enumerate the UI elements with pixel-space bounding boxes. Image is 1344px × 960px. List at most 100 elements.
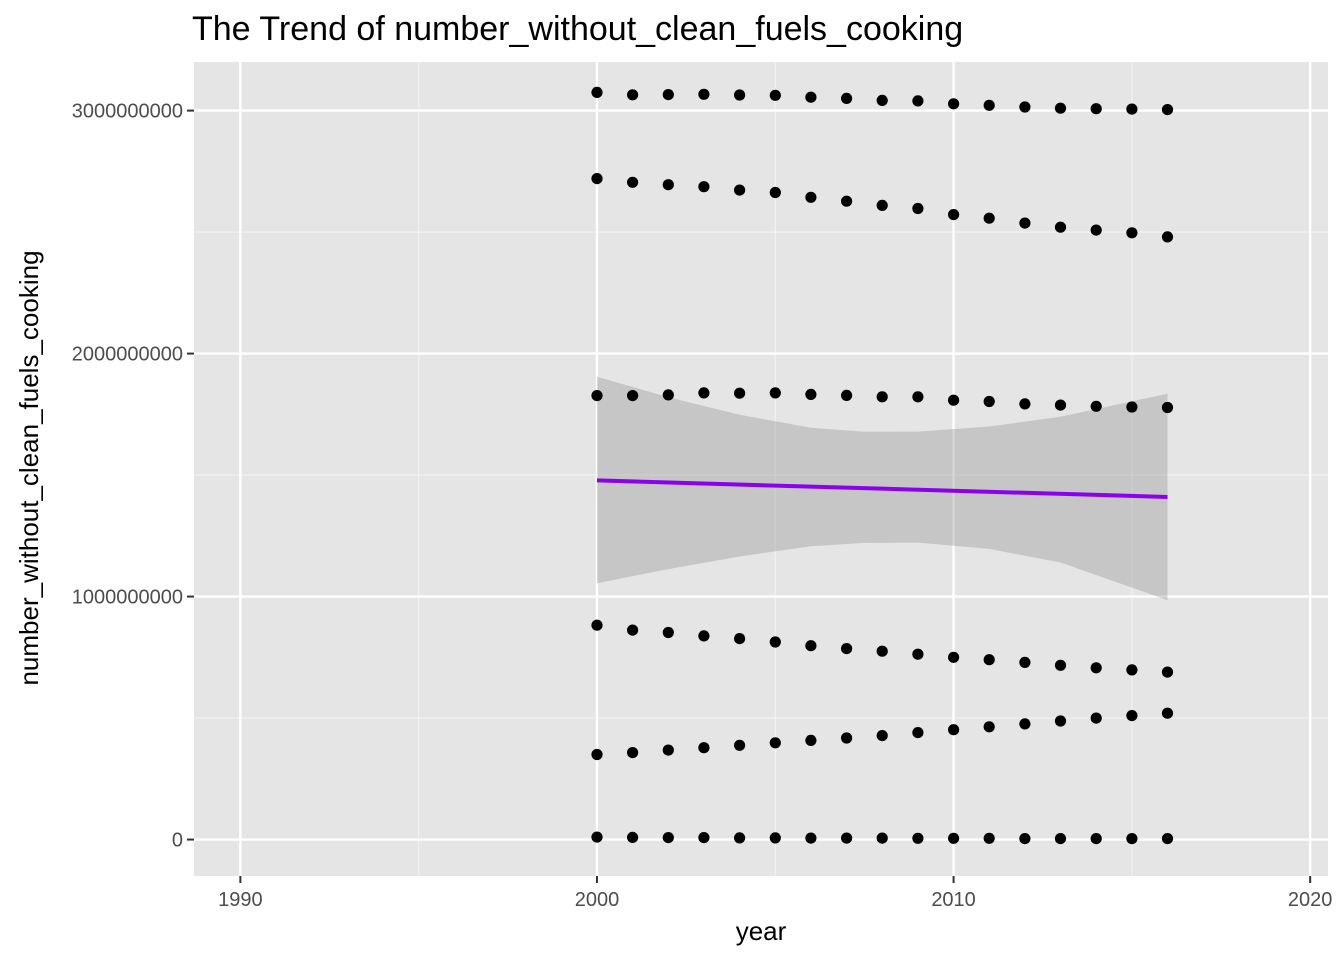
data-point xyxy=(948,832,960,844)
data-point xyxy=(1019,217,1031,229)
data-point xyxy=(876,730,888,742)
data-point xyxy=(841,832,853,844)
x-tick-label: 2000 xyxy=(575,889,620,911)
data-point xyxy=(1019,398,1031,410)
data-point xyxy=(769,832,781,844)
data-point xyxy=(1054,399,1067,411)
data-point xyxy=(1019,718,1031,730)
data-point xyxy=(1161,833,1174,845)
data-point xyxy=(948,209,960,221)
data-point xyxy=(1126,710,1138,722)
data-point xyxy=(983,99,995,111)
data-point xyxy=(698,387,710,399)
data-point xyxy=(983,832,995,844)
y-tick-label: 2000000000 xyxy=(72,344,183,366)
data-point xyxy=(769,636,781,648)
data-point xyxy=(1161,231,1174,243)
data-point xyxy=(1054,833,1067,845)
data-point xyxy=(805,640,817,652)
data-point xyxy=(876,391,888,403)
x-axis-ticks: 1990 2000 2010 2020 xyxy=(218,876,1332,911)
data-point xyxy=(698,630,710,642)
data-point xyxy=(734,184,746,196)
x-axis-title: year xyxy=(736,916,787,946)
data-point xyxy=(1054,102,1067,114)
data-point xyxy=(662,89,674,101)
data-point xyxy=(698,181,710,193)
data-point xyxy=(983,395,995,408)
data-point xyxy=(627,390,639,402)
data-point xyxy=(1126,401,1138,413)
major-gridlines xyxy=(194,62,1328,876)
data-point xyxy=(1054,715,1067,727)
data-point xyxy=(876,645,888,657)
y-axis-ticks: 0 1000000000 2000000000 3000000000 xyxy=(72,101,194,852)
data-point xyxy=(983,721,995,733)
data-point xyxy=(734,387,746,399)
x-tick-label: 1990 xyxy=(218,889,263,911)
data-point xyxy=(912,391,924,403)
y-tick-label: 3000000000 xyxy=(72,101,183,123)
data-point xyxy=(841,389,853,401)
x-tick-label: 2010 xyxy=(931,889,976,911)
data-point xyxy=(1019,656,1031,669)
data-point xyxy=(662,389,674,401)
data-point xyxy=(805,91,817,103)
data-point xyxy=(912,832,924,844)
data-point xyxy=(805,832,817,844)
data-point xyxy=(1054,659,1067,671)
data-point xyxy=(591,86,603,98)
y-tick-label: 1000000000 xyxy=(72,587,183,609)
data-point xyxy=(1090,833,1102,845)
data-point xyxy=(627,624,639,636)
data-point xyxy=(912,95,924,107)
data-point xyxy=(1126,833,1138,845)
chart-title: The Trend of number_without_clean_fuels_… xyxy=(192,10,963,48)
data-point xyxy=(627,89,639,101)
data-point xyxy=(769,737,781,749)
data-point xyxy=(627,176,639,188)
data-point xyxy=(769,89,781,101)
data-point xyxy=(912,727,924,739)
data-point xyxy=(805,734,817,747)
data-point xyxy=(841,732,853,744)
data-point xyxy=(591,619,603,631)
data-point xyxy=(591,390,603,402)
data-point xyxy=(983,654,995,666)
data-point xyxy=(948,724,960,736)
data-point xyxy=(1090,712,1102,724)
data-point xyxy=(876,94,888,106)
data-point xyxy=(662,179,674,191)
trend-line xyxy=(596,478,1168,499)
data-point xyxy=(876,832,888,844)
data-point xyxy=(948,98,960,110)
data-point xyxy=(769,387,781,399)
data-point xyxy=(1126,664,1138,676)
plot-panel xyxy=(194,62,1328,876)
data-point xyxy=(1019,833,1031,845)
data-point xyxy=(698,742,710,754)
data-point xyxy=(769,186,781,199)
data-point xyxy=(627,831,639,844)
data-point xyxy=(1126,227,1138,239)
y-axis-title: number_without_clean_fuels_cooking xyxy=(14,250,44,685)
data-point xyxy=(1161,104,1174,116)
x-tick-label: 2020 xyxy=(1288,889,1333,911)
data-point xyxy=(591,831,603,843)
trend-line-layer xyxy=(596,478,1168,499)
data-point xyxy=(591,748,603,761)
data-point xyxy=(983,212,995,224)
data-point xyxy=(662,626,674,639)
data-point xyxy=(1090,662,1102,674)
data-point xyxy=(1161,666,1174,678)
data-point xyxy=(1054,221,1067,233)
data-point xyxy=(1161,707,1174,719)
data-point xyxy=(1090,224,1102,236)
data-point xyxy=(734,89,746,101)
data-point xyxy=(805,388,817,400)
data-point xyxy=(948,651,960,663)
data-point xyxy=(662,832,674,844)
data-point xyxy=(734,832,746,844)
data-point xyxy=(841,643,853,655)
